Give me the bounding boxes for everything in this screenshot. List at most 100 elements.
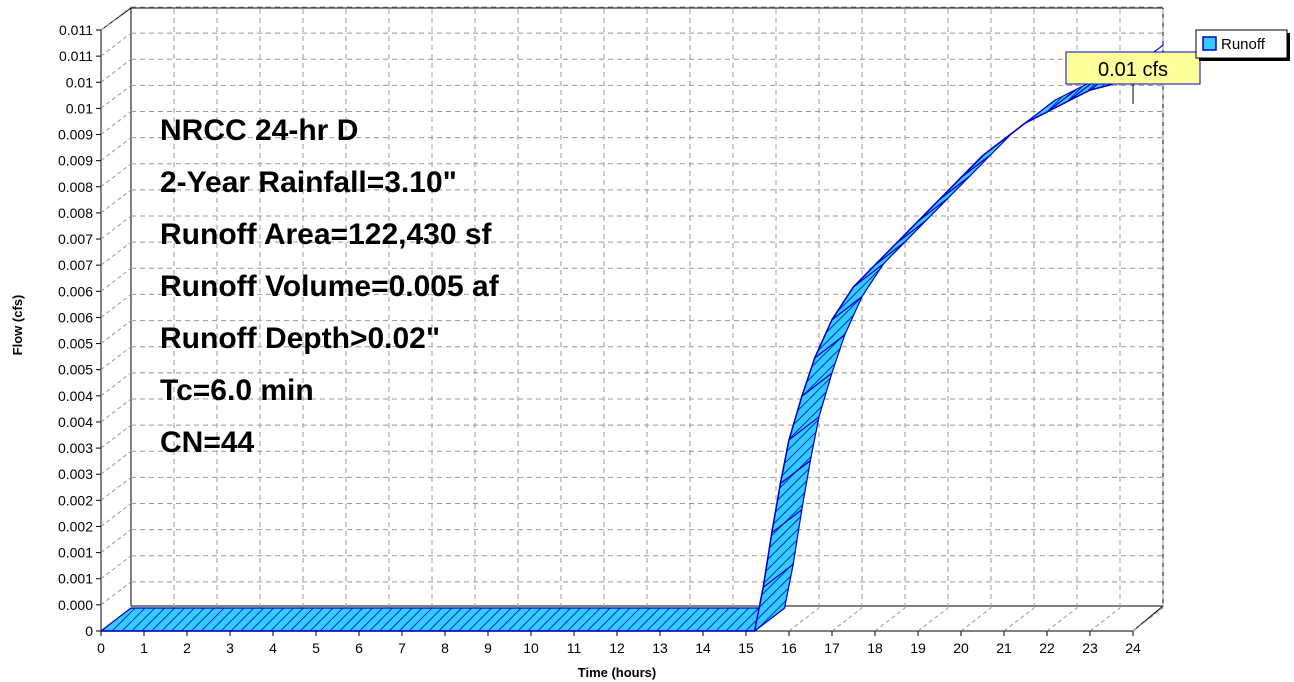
side-grid-y-15 [100, 215, 132, 240]
legend-label-runoff: Runoff [1221, 36, 1266, 53]
y-tick-label: 0.01 [66, 100, 93, 116]
peak-label-box [1065, 51, 1201, 85]
x-tick-label: 2 [183, 640, 191, 656]
x-tick-label: 5 [312, 640, 320, 656]
grid-lines [100, 6, 1164, 632]
info-line-area: Runoff Area=122,430 sf [160, 218, 493, 251]
info-line-rainfall: 2-Year Rainfall=3.10" [160, 166, 457, 199]
side-grid-y-14 [100, 241, 132, 266]
info-line-storm: NRCC 24-hr D [160, 114, 358, 147]
info-line-volume: Runoff Volume=0.005 af [160, 270, 500, 303]
info-text-block: NRCC 24-hr D 2-Year Rainfall=3.10" Runof… [160, 114, 500, 459]
y-tick-label: 0.011 [59, 22, 93, 38]
floor-grid-x-23 [1089, 607, 1121, 632]
top-depth-edge [100, 7, 132, 31]
x-tick-label: 7 [398, 640, 406, 656]
x-tick-label: 4 [269, 640, 277, 656]
runoff-ribbon-segment [917, 175, 971, 222]
side-grid-y-1 [100, 581, 132, 606]
y-tick-label: 0.006 [58, 309, 93, 325]
side-grid-y-4 [100, 503, 132, 527]
y-tick-label: 0.005 [58, 362, 93, 378]
floor-grid-x-16 [788, 607, 820, 632]
y-tick-label: 0.009 [58, 153, 93, 169]
floor-grid-x-21 [1003, 607, 1035, 632]
side-grid-y-10 [100, 346, 132, 371]
floor-grid-x-17 [831, 607, 863, 632]
side-grid-y-19 [100, 111, 132, 135]
y-tick-label: 0.011 [59, 48, 93, 64]
y-tick-label: 0.003 [58, 440, 93, 456]
x-tick-label: 15 [738, 640, 754, 656]
x-tick-label: 1 [140, 640, 148, 656]
x-tick-label: 24 [1125, 640, 1141, 656]
runoff-ribbon-segment [895, 197, 949, 244]
y-tick-label: 0.006 [58, 283, 93, 299]
side-grid-y-23 [100, 6, 132, 31]
y-tick-label: 0.004 [58, 414, 93, 430]
y-tick-label: 0.004 [58, 388, 93, 404]
info-line-depth: Runoff Depth>0.02" [160, 322, 440, 355]
x-tick-label: 16 [781, 640, 797, 656]
runoff-ribbon-segment [1024, 88, 1078, 124]
x-tick-label: 11 [567, 640, 582, 656]
side-grid-y-13 [100, 267, 132, 292]
y-tick-label: 0.005 [58, 336, 93, 352]
side-grid-y-18 [100, 137, 132, 162]
y-tick-label: 0.001 [58, 545, 93, 561]
floor-grid-x-24 [1132, 607, 1164, 632]
side-grid-y-20 [100, 84, 132, 109]
side-grid-y-7 [100, 424, 132, 449]
runoff-area [100, 44, 1164, 632]
legend: Runoff [1195, 29, 1290, 61]
x-tick-label: 22 [1039, 640, 1055, 656]
x-tick-label: 23 [1082, 640, 1098, 656]
x-tick-label: 10 [523, 640, 539, 656]
runoff-ribbon-segment [938, 153, 992, 200]
x-tick-label: 20 [953, 640, 969, 656]
y-tick-label: 0.01 [66, 74, 93, 90]
x-tick-label: 14 [695, 640, 711, 656]
side-grid-y-6 [100, 450, 132, 475]
side-grid-y-5 [100, 476, 132, 501]
x-tick-label: 9 [484, 640, 492, 656]
runoff-ribbon-segment [852, 241, 906, 288]
x-tick-label: 21 [996, 640, 1012, 656]
legend-swatch [1202, 36, 1217, 51]
y-tick-label: 0.001 [58, 571, 93, 587]
floor-grid-x-22 [1046, 607, 1078, 632]
tick-labels: 0 1 2 3 4 5 6 7 8 9 10 11 12 13 14 15 16 17 18 19 20 21 22 23 24… [58, 22, 1141, 656]
side-grid-y-22 [100, 32, 132, 57]
side-grid-y-11 [100, 320, 132, 344]
y-tick-label: 0.002 [58, 518, 93, 534]
side-grid-y-8 [100, 398, 132, 423]
y-tick-label: 0.002 [58, 492, 93, 508]
peak-label-text: 0.01 cfs [1098, 59, 1168, 81]
x-tick-label: 13 [652, 640, 668, 656]
x-tick-label: 19 [910, 640, 926, 656]
runoff-front-curve [101, 67, 1134, 632]
x-tick-label: 17 [824, 640, 840, 656]
runoff-ribbon-segment [100, 607, 786, 632]
y-tick-label: 0.007 [58, 257, 93, 273]
right-depth-edge [1132, 605, 1164, 632]
side-grid-y-12 [100, 294, 132, 318]
side-grid-y-17 [100, 163, 132, 188]
y-tick-label: 0 [85, 623, 93, 639]
y-tick-label: 0.003 [58, 466, 93, 482]
side-grid-y-3 [100, 529, 132, 554]
x-axis-title: Time (hours) [578, 665, 657, 680]
x-tick-label: 18 [867, 640, 883, 656]
floor-grid-x-18 [874, 607, 906, 632]
side-grid-y-2 [100, 555, 132, 580]
y-tick-label: 0.009 [58, 127, 93, 143]
x-tick-label: 6 [355, 640, 363, 656]
y-tick-label: 0.008 [58, 179, 93, 195]
y-tick-label: 0.007 [58, 231, 93, 247]
x-tick-label: 12 [609, 640, 625, 656]
info-line-tc: Tc=6.0 min [160, 374, 314, 407]
runoff-ribbon-segment [831, 263, 885, 321]
x-tick-label: 0 [97, 640, 105, 656]
x-tick-label: 3 [226, 640, 234, 656]
